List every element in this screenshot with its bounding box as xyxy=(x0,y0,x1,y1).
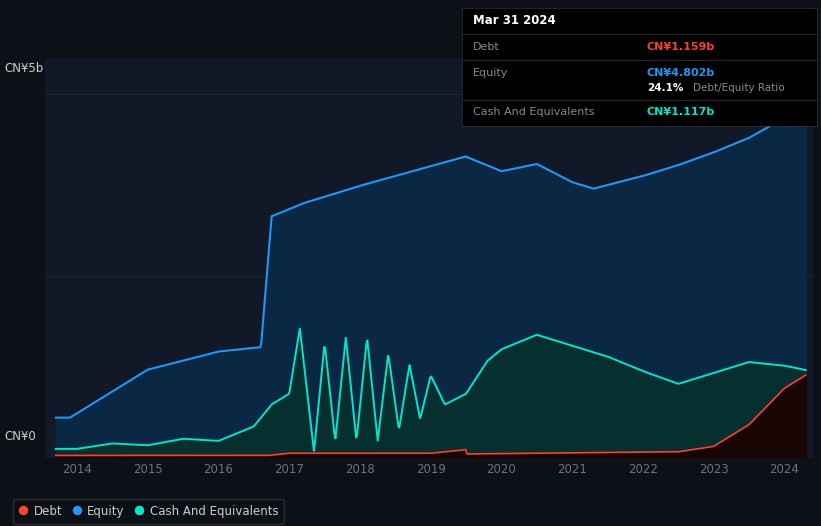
Text: CN¥1.159b: CN¥1.159b xyxy=(647,42,715,52)
Text: Debt/Equity Ratio: Debt/Equity Ratio xyxy=(693,83,784,94)
Text: CN¥4.802b: CN¥4.802b xyxy=(647,68,715,78)
Legend: Debt, Equity, Cash And Equivalents: Debt, Equity, Cash And Equivalents xyxy=(12,499,284,524)
Text: 24.1%: 24.1% xyxy=(647,83,683,94)
Text: Mar 31 2024: Mar 31 2024 xyxy=(473,14,556,27)
Text: CN¥0: CN¥0 xyxy=(4,430,36,443)
Text: Cash And Equivalents: Cash And Equivalents xyxy=(473,107,594,117)
Text: Equity: Equity xyxy=(473,68,508,78)
Text: CN¥5b: CN¥5b xyxy=(4,62,44,75)
Text: CN¥1.117b: CN¥1.117b xyxy=(647,107,715,117)
Text: Debt: Debt xyxy=(473,42,500,52)
